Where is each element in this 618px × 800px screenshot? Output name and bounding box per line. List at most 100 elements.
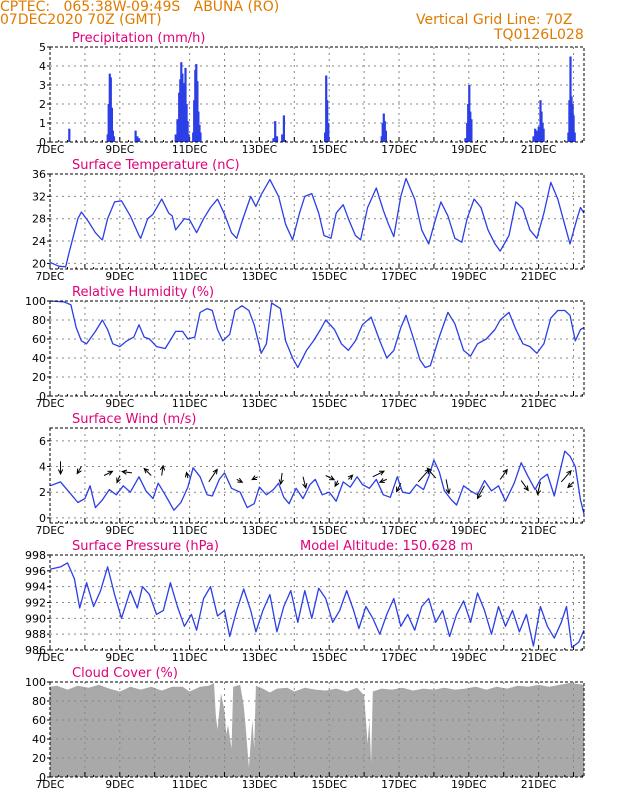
wind-arrow (159, 464, 166, 476)
x-tick-label: 21DEC (521, 271, 556, 283)
panel-title: Surface Wind (m/s) (72, 412, 196, 427)
precip-bar (327, 123, 330, 142)
precip-bar (180, 62, 183, 143)
wind-arrow (372, 470, 386, 478)
x-tick-label: 15DEC (312, 398, 347, 410)
wind-arrow (560, 469, 572, 483)
panel-frame (49, 427, 585, 524)
panel-frame (49, 46, 585, 143)
cloud-cover-area (50, 683, 584, 777)
x-tick-label: 21DEC (521, 779, 556, 791)
wind-arrow (499, 468, 508, 480)
x-tick-label: 21DEC (521, 652, 556, 664)
wind-arrow (445, 479, 451, 495)
y-tick-label: 36 (32, 168, 46, 181)
wind-arrow (121, 469, 133, 475)
x-tick-label: 9DEC (105, 144, 134, 156)
precip-bar (542, 128, 545, 142)
series-line-3 (49, 450, 585, 515)
header-model-code: TQ0126L028 (494, 27, 584, 43)
x-tick-label: 9DEC (105, 525, 134, 537)
panel-5: 0 20 40 60 80 100 Cloud Cover (%) 7DEC 9DEC 11DEC… (25, 666, 585, 791)
y-tick-label: 994 (25, 581, 46, 594)
precip-bar (326, 100, 329, 142)
x-tick-label: 13DEC (242, 779, 277, 791)
y-tick-label: 3 (39, 79, 46, 92)
y-tick-label: 996 (25, 565, 46, 578)
panel-frame (49, 173, 585, 270)
precip-bar (110, 107, 113, 142)
wind-arrow (76, 466, 82, 475)
wind-arrow (535, 481, 542, 496)
precip-bar (537, 126, 540, 142)
x-tick-label: 15DEC (312, 144, 347, 156)
y-tick-label: 986 (25, 644, 46, 657)
y-tick-label: 0 (39, 136, 46, 149)
y-tick-label: 998 (25, 549, 46, 562)
panel-title: Surface Temperature (nC) (72, 158, 240, 173)
y-tick-label: 6 (39, 435, 46, 448)
precip-bar (281, 134, 284, 142)
x-tick-label: 9DEC (105, 271, 134, 283)
panel-1: 20 24 28 32 36 Surface Temperature (nC) 7DEC 9D… (32, 158, 585, 283)
panel-title: Cloud Cover (%) (72, 666, 178, 681)
wind-arrow (520, 480, 529, 492)
wind-arrow (184, 471, 191, 479)
precip-bar (109, 77, 112, 142)
y-tick-label: 988 (25, 628, 46, 641)
wind-arrow (325, 475, 336, 481)
wind-arrow (302, 476, 308, 490)
x-tick-label: 11DEC (172, 652, 207, 664)
x-tick-label: 7DEC (36, 779, 65, 791)
x-tick-label: 15DEC (312, 652, 347, 664)
wind-arrow (334, 480, 340, 488)
y-tick-label: 1 (39, 117, 46, 130)
panel-frame (49, 554, 585, 651)
y-tick-label: 2 (39, 98, 46, 111)
x-tick-label: 21DEC (521, 525, 556, 537)
x-tick-label: 19DEC (451, 525, 486, 537)
x-tick-label: 19DEC (451, 779, 486, 791)
y-tick-label: 2 (39, 486, 46, 499)
series-line-4 (49, 562, 585, 649)
header-date: 07DEC2020 70Z (GMT) (0, 12, 162, 28)
x-tick-label: 7DEC (36, 398, 65, 410)
model-altitude: Model Altitude: 150.628 m (300, 539, 473, 554)
wind-arrow (143, 467, 152, 476)
y-tick-label: 0 (39, 390, 46, 403)
panel-4: 986 988 990 992 994 996 998 Surface Pressure (h… (25, 539, 585, 664)
x-tick-label: 11DEC (172, 144, 207, 156)
x-tick-label: 7DEC (36, 271, 65, 283)
precip-bar (138, 138, 141, 142)
x-tick-label: 13DEC (242, 652, 277, 664)
precip-bar (384, 130, 387, 142)
x-tick-label: 11DEC (172, 271, 207, 283)
precip-bar (186, 121, 189, 142)
y-tick-label: 5 (39, 41, 46, 54)
wind-arrow (236, 477, 244, 483)
x-tick-label: 17DEC (381, 652, 416, 664)
precip-bar (535, 130, 539, 142)
panel-frame (49, 681, 585, 778)
x-tick-label: 9DEC (105, 779, 134, 791)
precip-bar (187, 134, 190, 142)
x-tick-label: 17DEC (381, 779, 416, 791)
y-tick-label: 24 (32, 235, 46, 248)
x-tick-label: 7DEC (36, 652, 65, 664)
panel-2: 0 20 40 60 80 100 Relative Humidity (%) 7DEC 9DE… (25, 285, 585, 410)
x-tick-label: 7DEC (36, 525, 65, 537)
x-tick-label: 19DEC (451, 652, 486, 664)
wind-arrow (426, 467, 437, 479)
wind-arrow (396, 482, 402, 493)
y-tick-label: 40 (32, 733, 46, 746)
precip-bar (532, 136, 535, 142)
header-station: CPTEC: 065:38W-09:49S ABUNA (RO) (0, 0, 280, 15)
precip-bar (534, 128, 537, 142)
x-tick-label: 9DEC (105, 652, 134, 664)
panel-frame (49, 300, 585, 397)
precip-bar (275, 136, 279, 142)
precip-bar (282, 115, 285, 142)
x-tick-label: 9DEC (105, 398, 134, 410)
wind-arrow (103, 470, 114, 476)
precip-bar (112, 136, 116, 142)
